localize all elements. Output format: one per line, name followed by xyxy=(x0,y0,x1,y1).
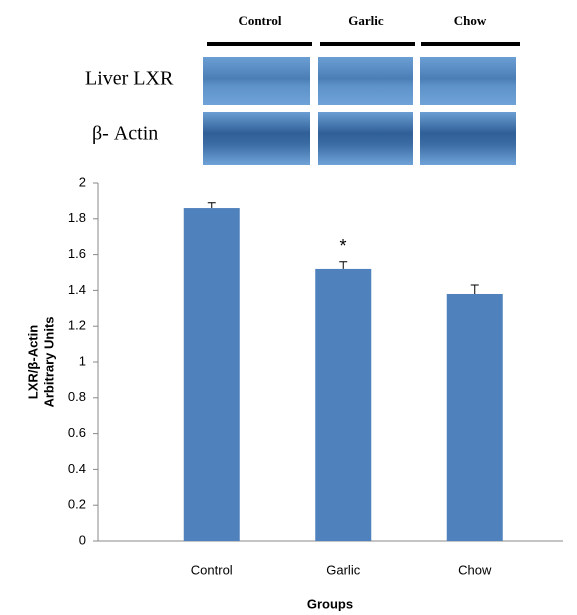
x-tick-label: Chow xyxy=(458,562,492,577)
x-tick-label: Control xyxy=(191,562,233,577)
row-label: Liver LXR xyxy=(85,68,174,90)
y-tick-label: 0.4 xyxy=(68,461,86,476)
y-tick-label: 2 xyxy=(79,174,86,189)
blot-image xyxy=(203,44,520,165)
lane-label: Garlic xyxy=(348,13,384,28)
y-tick-label: 0 xyxy=(79,532,86,547)
y-tick-label: 0.2 xyxy=(68,497,86,512)
error-bar xyxy=(471,285,479,294)
error-bar xyxy=(339,262,347,269)
row-label: β- Actin xyxy=(92,123,158,145)
lane-label: Control xyxy=(238,13,281,28)
x-axis-label: Groups xyxy=(307,596,353,611)
y-tick-label: 1.4 xyxy=(68,282,86,297)
y-axis-label: LXR/β-Actin xyxy=(25,325,40,399)
bar xyxy=(315,269,371,541)
bar xyxy=(447,294,503,541)
y-tick-label: 1.6 xyxy=(68,246,86,261)
lane-label: Chow xyxy=(454,13,487,28)
y-tick-label: 0.6 xyxy=(68,425,86,440)
bar xyxy=(184,208,240,541)
y-tick-label: 1.2 xyxy=(68,318,86,333)
error-bar xyxy=(208,203,216,208)
y-tick-label: 1 xyxy=(79,353,86,368)
y-tick-label: 1.8 xyxy=(68,210,86,225)
figure: Control Garlic Chow Liver LXR β- Actin *… xyxy=(0,0,577,615)
x-tick-label: Garlic xyxy=(326,562,360,577)
annotation: * xyxy=(339,236,346,256)
y-axis-label: Arbitrary Units xyxy=(41,316,56,407)
y-tick-label: 0.8 xyxy=(68,389,86,404)
